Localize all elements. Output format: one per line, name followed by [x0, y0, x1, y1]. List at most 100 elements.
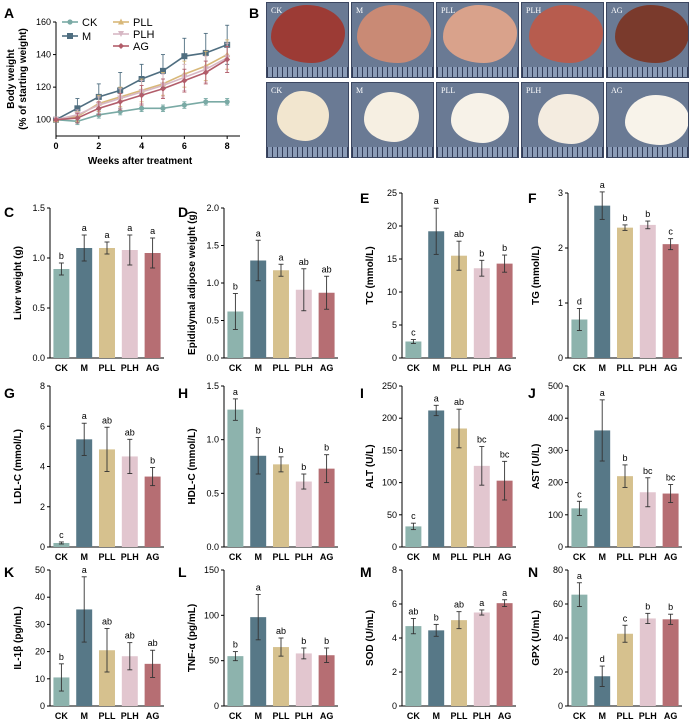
significance-letter: bc [666, 473, 676, 483]
data-point [181, 102, 187, 108]
bar-ck [405, 626, 422, 706]
data-point [203, 99, 209, 105]
x-tick-label: PLH [121, 711, 139, 721]
bar-plh [639, 618, 656, 706]
bar-ag [318, 655, 335, 706]
ruler [437, 147, 518, 157]
significance-letter: d [577, 297, 582, 307]
significance-letter: a [278, 252, 283, 262]
significance-letter: a [82, 565, 87, 575]
bar-m [428, 231, 445, 358]
organ-specimen [364, 92, 419, 142]
bar-plh [295, 481, 312, 547]
bar-pll [99, 650, 115, 706]
significance-letter: c [577, 489, 582, 499]
bar-chart-j: 0 100 200 300 400 500 AST (U/L) c CK a Mb PLL bc PLH b… [531, 381, 682, 562]
y-tick-label: 1 [558, 298, 563, 308]
significance-letter: bc [477, 435, 487, 445]
legend-label: PLH [133, 29, 154, 41]
photo-label: PLH [526, 86, 542, 95]
panel-label-f: F [528, 190, 537, 206]
y-tick-label: 100 [204, 610, 219, 620]
bar-chart-h: 0.0 0.5 1.0 1.5 HDL-C (mmol/L) a CK b Mb PLL b PLH b… [187, 381, 338, 562]
significance-letter: ab [454, 397, 464, 407]
y-axis-title: LDL-C (mmol/L) [13, 429, 24, 504]
y-tick-label: 5 [392, 320, 397, 330]
y-tick-label: 0 [40, 701, 45, 711]
bar-pll [451, 428, 467, 547]
organ-photo-row2-m: M [351, 82, 434, 158]
y-tick-label: 20 [387, 221, 397, 231]
x-tick-label: CK [55, 363, 68, 373]
significance-letter: a [256, 582, 261, 592]
bar-pll [617, 227, 633, 358]
x-tick-label: PLL [451, 711, 469, 721]
bar-chart-g: 0 2 4 6 8 LDL-C (mmol/L) c CK a Mab PLL ab PLH b AG [13, 381, 164, 562]
x-tick-label: PLL [273, 552, 291, 562]
significance-letter: b [324, 636, 329, 646]
significance-letter: ab [299, 257, 309, 267]
y-axis-title: Liver weight (g) [13, 246, 24, 320]
x-tick-label: M [432, 552, 440, 562]
data-point [117, 98, 124, 105]
significance-letter: ab [276, 626, 286, 636]
photo-label: AG [611, 6, 623, 15]
y-tick-label: 0.5 [206, 488, 219, 498]
organ-photo-row2-plh: PLH [521, 82, 604, 158]
significance-letter: b [59, 251, 64, 261]
bar-chart-m: 0 2 4 6 8 SOD (U/mL) ab CK b Mab PLL a PLH a AG [365, 565, 516, 721]
x-tick-label: AG [498, 711, 512, 721]
y-tick-label: 6 [40, 421, 45, 431]
bar-ck [227, 656, 244, 706]
x-tick-label: AG [498, 552, 512, 562]
significance-letter: a [577, 571, 582, 581]
ruler [352, 147, 433, 157]
bar-ag [662, 619, 679, 706]
organ-specimen [451, 93, 509, 143]
bar-chart-k: 0 10 20 30 40 50 IL-1β (pg/mL) b CK a Mab PLL ab PLH a… [13, 565, 164, 721]
data-point [138, 92, 145, 99]
organ-photo-panel: CK M PLL PLH AG CK M PLL PLH AG [266, 2, 689, 160]
data-point [118, 43, 124, 49]
bar-ag [662, 244, 679, 358]
bar-pll [99, 449, 115, 547]
y-tick-label: 250 [382, 381, 397, 391]
significance-letter: b [150, 456, 155, 466]
bar-ag [318, 292, 335, 358]
x-tick-label: AG [664, 711, 678, 721]
x-tick-label: CK [229, 552, 242, 562]
significance-letter: b [324, 443, 329, 453]
legend-label: AG [133, 41, 149, 53]
legend-label: PLL [133, 17, 153, 29]
bar-m [250, 617, 267, 706]
significance-letter: a [600, 180, 605, 190]
x-tick-label: AG [320, 552, 334, 562]
bar-ck [571, 594, 588, 706]
y-tick-label: 2 [40, 502, 45, 512]
bar-m [594, 430, 611, 547]
x-tick-label: PLL [99, 552, 117, 562]
bar-plh [473, 268, 490, 358]
bar-chart-i: 0 50 100 150 200 250 ALT (U/L) c CK a Mab PLL bc PLH b… [365, 381, 516, 562]
bar-m [76, 609, 93, 706]
significance-letter: ab [102, 616, 112, 626]
significance-letter: a [434, 196, 439, 206]
y-axis-title: TC (mmol/L) [365, 246, 376, 304]
bar-ag [144, 663, 161, 706]
x-tick-label: AG [320, 363, 334, 373]
y-tick-label: 6 [392, 599, 397, 609]
bar-ck [227, 311, 244, 358]
panel-label-i: I [360, 385, 364, 401]
significance-letter: c [623, 613, 628, 623]
data-point [138, 105, 145, 111]
bar-ck [53, 542, 70, 547]
data-point [67, 19, 73, 25]
bar-pll [451, 620, 467, 706]
bar-plh [473, 612, 490, 706]
x-tick-label: PLH [473, 363, 491, 373]
data-point [118, 31, 124, 37]
bar-m [594, 676, 611, 706]
panel-label-a: A [4, 5, 14, 21]
significance-letter: bc [643, 466, 653, 476]
y-tick-label: 40 [35, 592, 45, 602]
